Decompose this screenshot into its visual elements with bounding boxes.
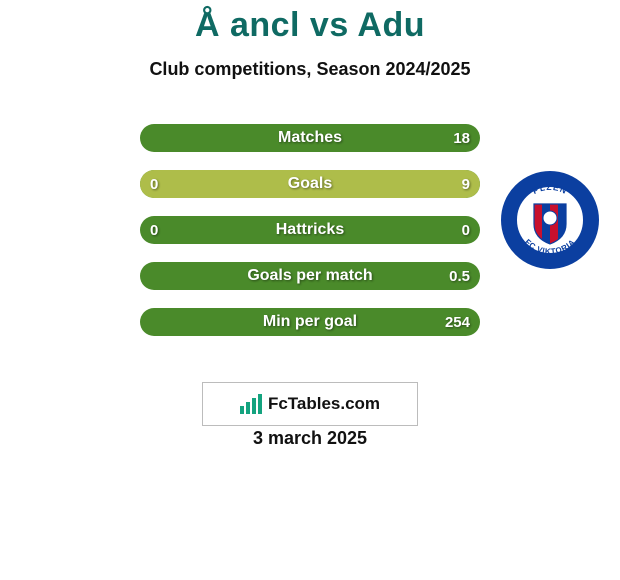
stat-row: Matches 18 [140,124,480,152]
stat-left-value: 0 [150,216,158,244]
club-badge-svg: PLZEN FC VIKTORIA [500,170,600,270]
left-oval-top [8,124,112,150]
page-subtitle: Club competitions, Season 2024/2025 [0,59,620,80]
club-badge-graphic: PLZEN FC VIKTORIA [500,170,600,270]
page-title: Å ancl vs Adu [0,0,620,45]
right-oval-top [488,124,592,150]
stat-right-value: 254 [445,308,470,336]
brand-text: FcTables.com [268,394,380,414]
stat-row: Goals per match 0.5 [140,262,480,290]
stat-label: Goals [288,175,332,193]
stat-row: 0 Goals 9 [140,170,480,198]
stat-right-value: 0.5 [449,262,470,290]
stat-right-value: 9 [462,170,470,198]
stat-label: Min per goal [263,313,357,331]
page: Å ancl vs Adu Club competitions, Season … [0,0,620,580]
footer-date: 3 march 2025 [0,428,620,449]
club-badge: PLZEN FC VIKTORIA [500,170,600,270]
stat-row: 0 Hattricks 0 [140,216,480,244]
brand-box[interactable]: FcTables.com [202,382,418,426]
stat-label: Hattricks [276,221,344,239]
stat-label: Matches [278,129,342,147]
stat-label: Goals per match [247,267,372,285]
stat-left-value: 0 [150,170,158,198]
stat-right-value: 18 [453,124,470,152]
left-oval-bottom [18,178,122,204]
stat-right-value: 0 [462,216,470,244]
stat-row: Min per goal 254 [140,308,480,336]
stat-rows: Matches 18 0 Goals 9 0 Hattricks 0 Goals per mat… [140,124,480,336]
brand-chart-icon [240,394,262,414]
